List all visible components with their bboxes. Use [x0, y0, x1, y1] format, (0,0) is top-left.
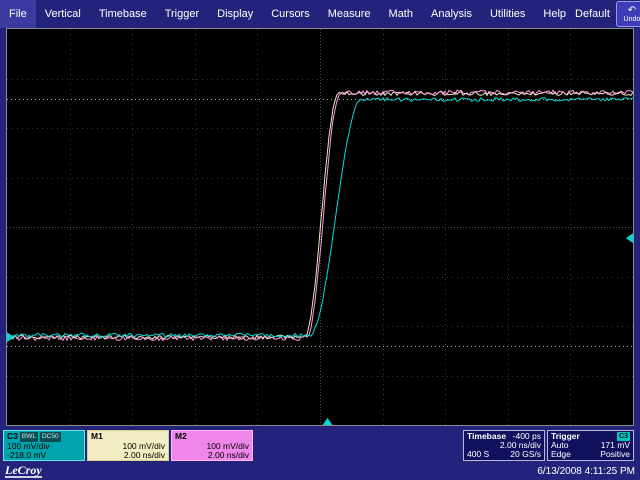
trigger-type: Edge	[551, 450, 571, 459]
timebase-rate: 20 GS/s	[510, 450, 541, 459]
trace-descriptor-m1[interactable]: M1 100 mV/div 2.00 ns/div	[87, 430, 169, 461]
oscilloscope-screen: FileVerticalTimebaseTriggerDisplayCursor…	[0, 0, 640, 480]
menu-item-math[interactable]: Math	[380, 0, 422, 28]
m1-label: M1	[91, 432, 103, 442]
c3-offset-marker[interactable]	[7, 332, 14, 342]
menu-item-trigger[interactable]: Trigger	[156, 0, 208, 28]
trace-c3	[7, 98, 633, 337]
menu-item-analysis[interactable]: Analysis	[422, 0, 481, 28]
trigger-level-marker[interactable]	[626, 233, 633, 243]
undo-label: Undo	[624, 16, 640, 23]
menu-item-help[interactable]: Help	[534, 0, 575, 28]
menu-bar: FileVerticalTimebaseTriggerDisplayCursor…	[0, 0, 640, 28]
datetime-display: 6/13/2008 4:11:25 PM	[537, 466, 635, 477]
menu-item-cursors[interactable]: Cursors	[262, 0, 319, 28]
trigger-position-marker[interactable]	[323, 418, 333, 425]
timebase-samples: 400 S	[467, 450, 489, 459]
menu-right: Default ↶ Undo	[575, 1, 640, 27]
undo-button[interactable]: ↶ Undo	[616, 1, 640, 27]
timebase-descriptor[interactable]: Timebase -400 ps 2.00 ns/div 400 S 20 GS…	[463, 430, 545, 461]
undo-icon: ↶	[628, 6, 636, 16]
waveform-svg	[7, 29, 633, 425]
menu-item-file[interactable]: File	[0, 0, 36, 28]
menu-item-utilities[interactable]: Utilities	[481, 0, 534, 28]
trace-descriptor-m2[interactable]: M2 100 mV/div 2.00 ns/div	[171, 430, 253, 461]
c3-offset: -218.0 mV	[7, 451, 81, 461]
channel-descriptor-c3[interactable]: C3 BWL DC50 100 mV/div -218.0 mV	[3, 430, 85, 461]
m1-tdiv: 2.00 ns/div	[91, 451, 165, 461]
lecroy-logo: LeCroy	[5, 464, 42, 478]
menu-item-measure[interactable]: Measure	[319, 0, 380, 28]
default-setup-label[interactable]: Default	[575, 8, 610, 20]
menu-items: FileVerticalTimebaseTriggerDisplayCursor…	[0, 0, 575, 28]
waveform-display[interactable]	[6, 28, 634, 426]
menu-item-timebase[interactable]: Timebase	[90, 0, 156, 28]
trigger-slope: Positive	[600, 450, 630, 459]
menu-item-display[interactable]: Display	[208, 0, 262, 28]
menu-item-vertical[interactable]: Vertical	[36, 0, 90, 28]
status-footer: LeCroy 6/13/2008 4:11:25 PM	[0, 462, 640, 480]
m2-tdiv: 2.00 ns/div	[175, 451, 249, 461]
trigger-descriptor[interactable]: Trigger C3 Auto 171 mV Edge Positive	[547, 430, 634, 461]
m2-label: M2	[175, 432, 187, 442]
